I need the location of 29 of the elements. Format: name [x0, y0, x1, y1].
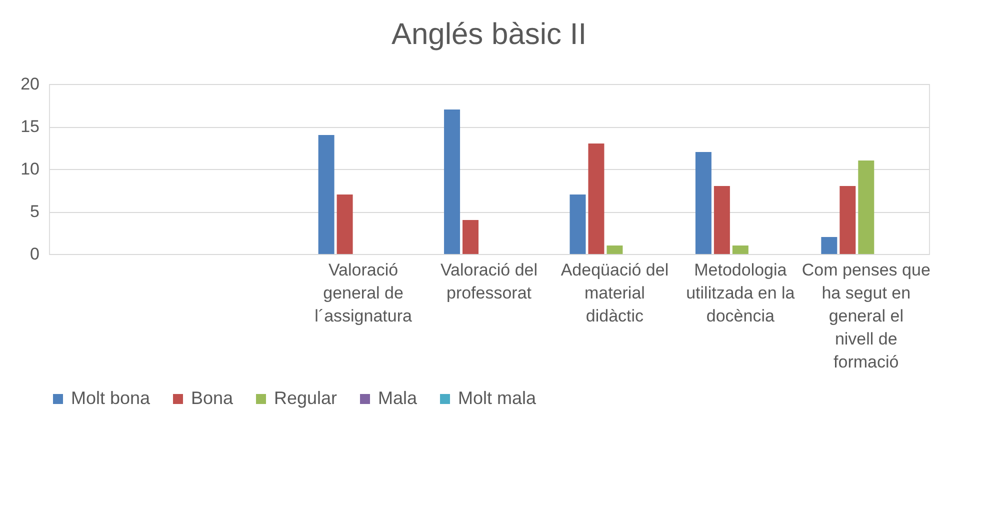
- y-tick-label: 5: [30, 202, 40, 221]
- legend-label: Molt mala: [458, 388, 538, 408]
- x-tick-label: Metodologia utilitzada en la docència: [686, 260, 796, 326]
- y-tick-label: 0: [30, 244, 40, 264]
- bar: [336, 194, 353, 254]
- legend-label: Bona: [191, 388, 234, 408]
- bar: [821, 237, 838, 254]
- bar: [570, 194, 586, 254]
- y-tick-label: 10: [20, 160, 40, 178]
- x-tick-label: Com penses que ha segut en general el nivell de formació: [802, 260, 930, 372]
- bar: [588, 144, 604, 254]
- bar: [444, 110, 460, 254]
- bar: [858, 160, 874, 254]
- x-tick-label: Valoració del professorat: [440, 260, 538, 302]
- legend-label: Molt bona: [71, 388, 152, 408]
- x-tick-label: Adeqüació del material didàctic: [560, 260, 669, 326]
- bar: [714, 186, 730, 254]
- bar: [732, 246, 748, 254]
- y-tick-label: 20: [20, 74, 40, 94]
- bar: [606, 246, 623, 254]
- bar: [318, 135, 334, 254]
- bar: [462, 220, 479, 254]
- legend-label: Mala: [378, 388, 418, 408]
- y-tick-label: 15: [20, 117, 40, 136]
- legend-label: Regular: [274, 388, 338, 408]
- x-tick-label: Valoració general de l´assignatura: [314, 260, 412, 326]
- bar: [840, 186, 856, 254]
- chart-title: Anglés bàsic II: [391, 18, 587, 51]
- bar: [695, 152, 712, 254]
